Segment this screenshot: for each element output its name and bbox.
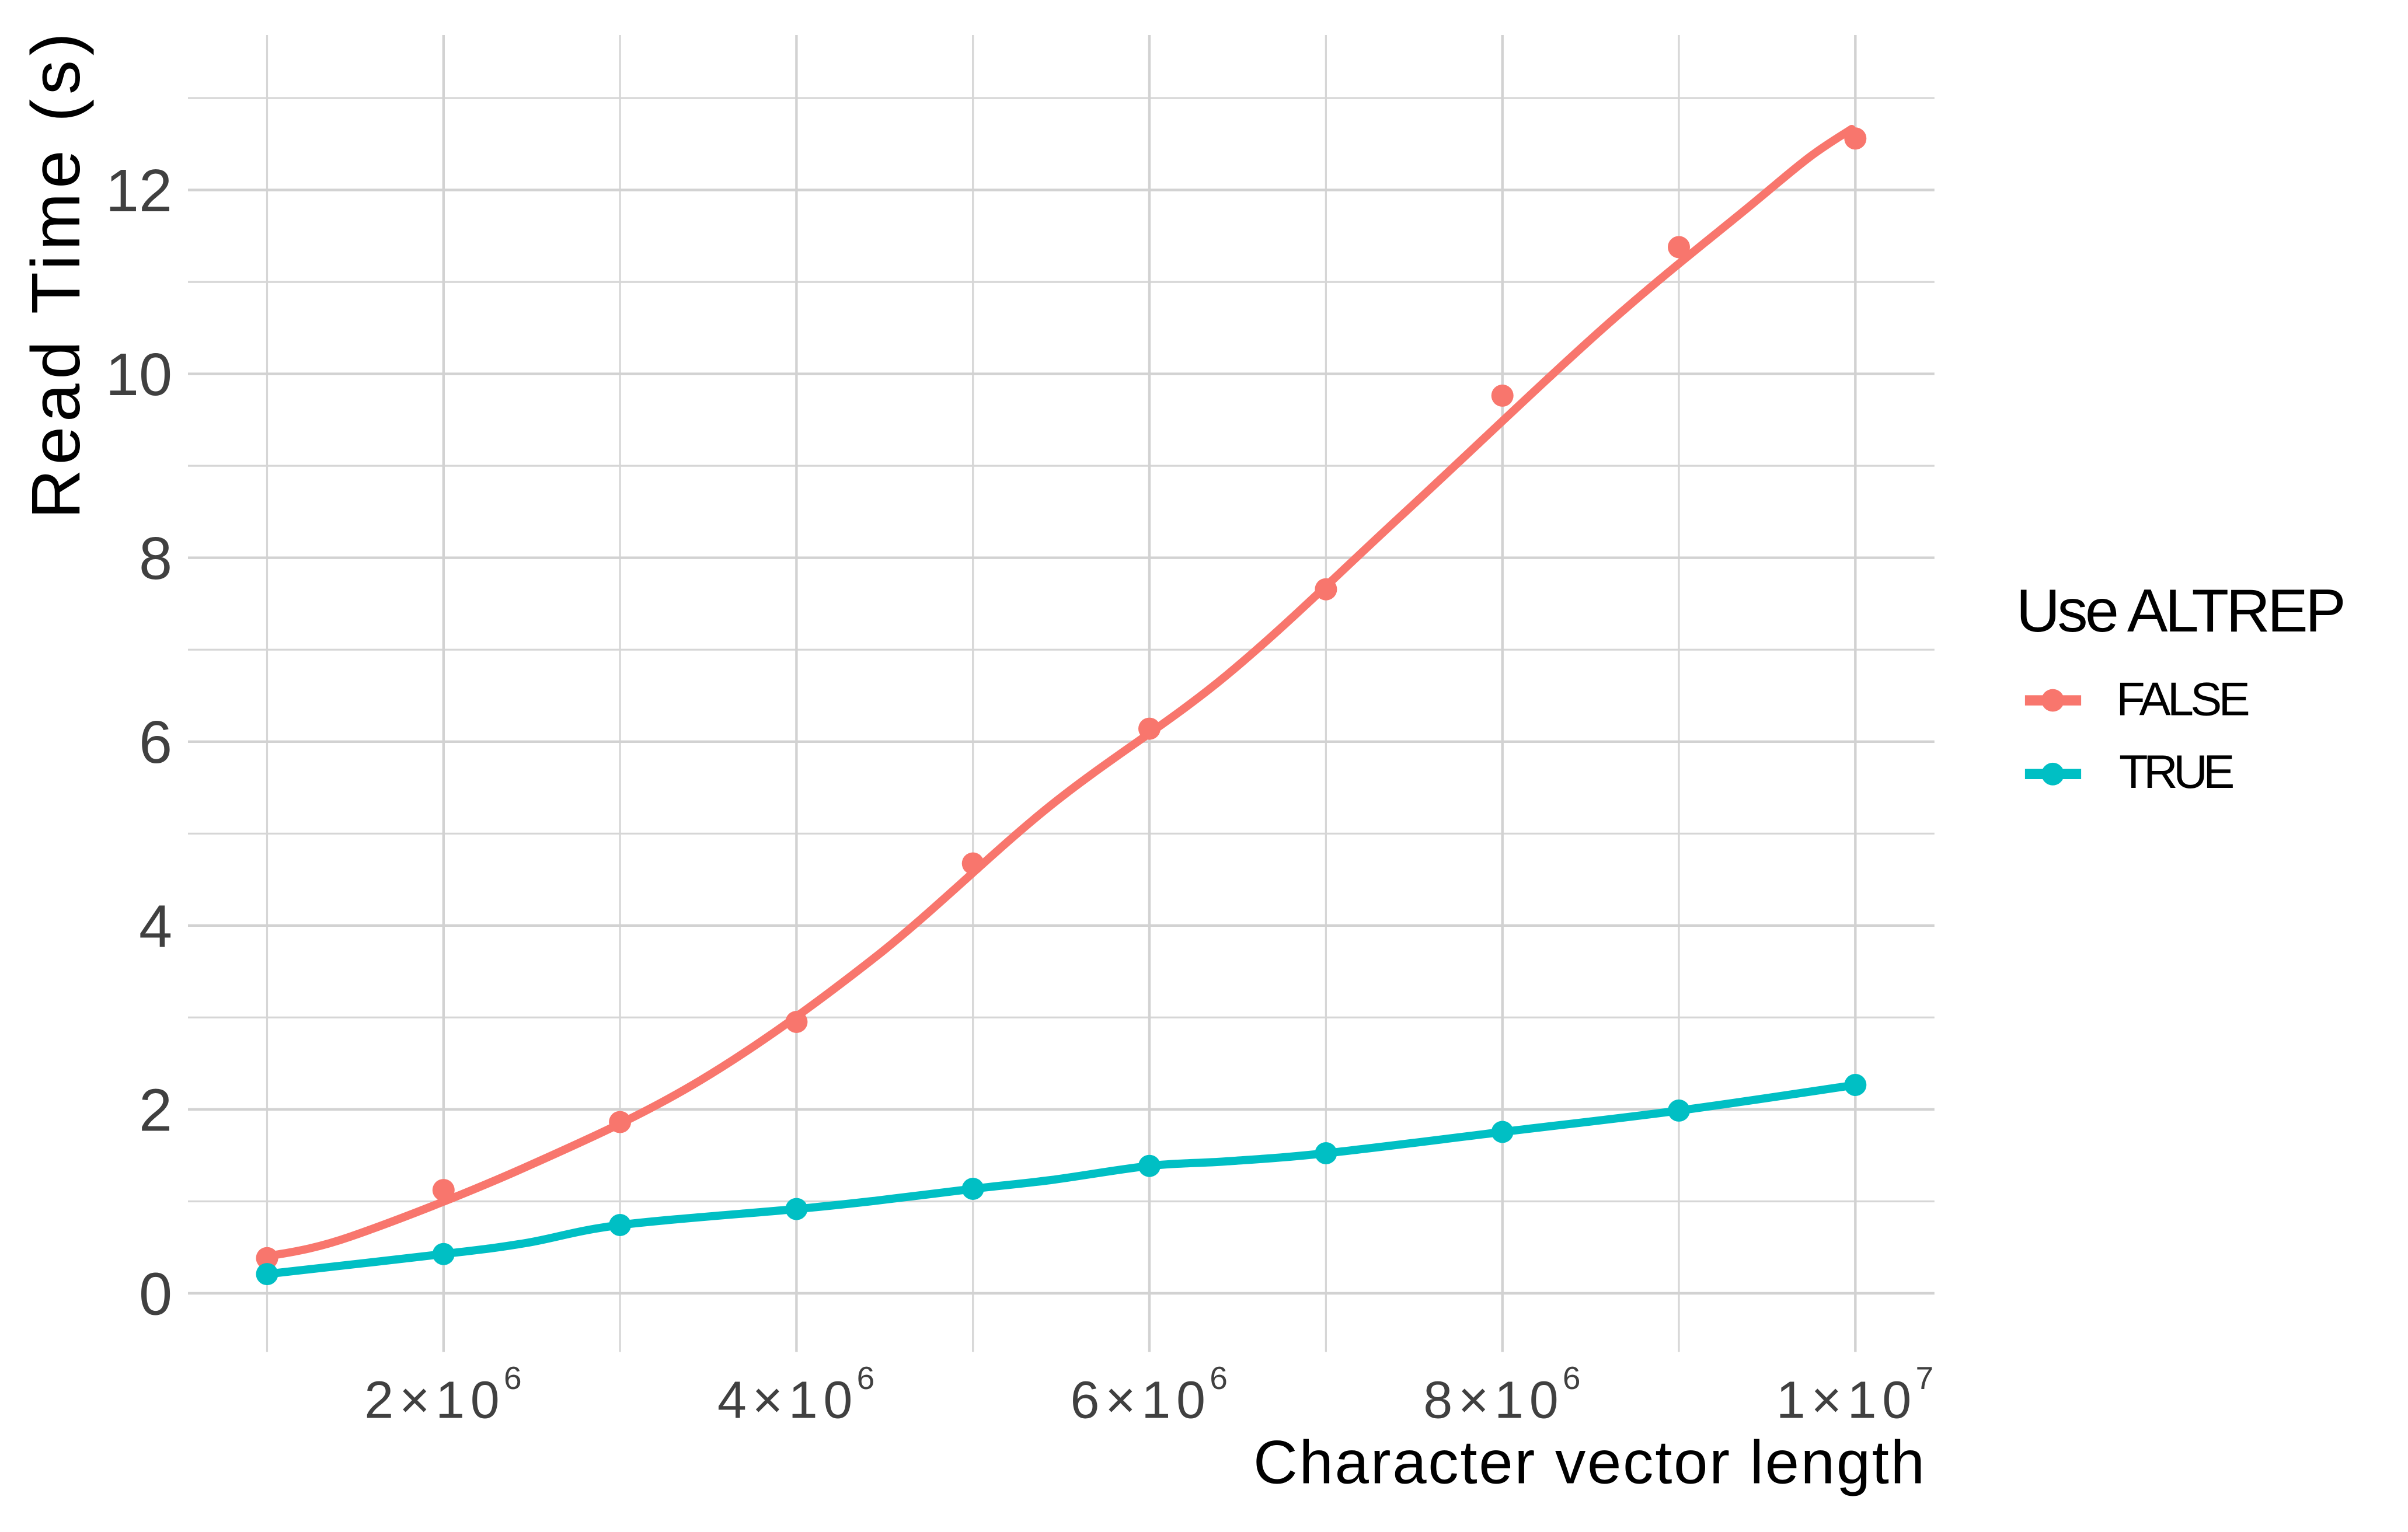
svg-text:12: 12 [106, 157, 172, 224]
svg-text:6: 6 [857, 1360, 875, 1396]
svg-text:Character vector length: Character vector length [1253, 1428, 1925, 1496]
svg-text:10: 10 [106, 341, 172, 408]
svg-text:TRUE: TRUE [2119, 746, 2235, 798]
svg-text:6: 6 [1563, 1360, 1581, 1396]
svg-text:7: 7 [1916, 1360, 1934, 1396]
svg-text:8: 8 [139, 525, 172, 592]
svg-text:Read Time (s): Read Time (s) [18, 33, 95, 519]
svg-text:FALSE: FALSE [2116, 673, 2250, 726]
svg-text:6: 6 [139, 709, 172, 776]
svg-text:6: 6 [504, 1360, 522, 1396]
svg-text:Use ALTREP: Use ALTREP [2016, 577, 2346, 645]
svg-text:6: 6 [1210, 1360, 1228, 1396]
svg-text:4: 4 [139, 892, 172, 959]
svg-text:2: 2 [139, 1076, 172, 1143]
svg-text:0: 0 [139, 1260, 172, 1327]
